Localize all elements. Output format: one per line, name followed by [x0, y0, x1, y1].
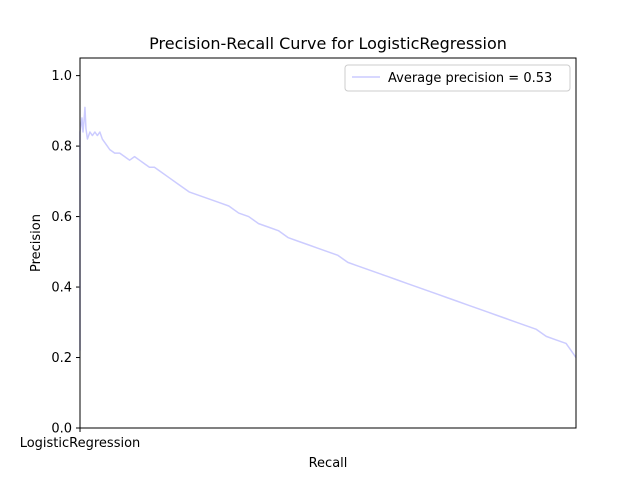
x-axis-label: Recall: [309, 456, 348, 471]
y-tick-label: 0.6: [51, 210, 72, 225]
y-tick-label: 0.8: [51, 140, 72, 155]
plot-area: [80, 58, 576, 428]
y-tick-label: 0.0: [51, 422, 72, 437]
y-tick-label: 1.0: [51, 69, 72, 84]
legend: Average precision = 0.53: [344, 64, 571, 92]
y-tick-label: 0.2: [51, 351, 72, 366]
y-axis-label: Precision: [29, 214, 44, 272]
pr-curve-line: [79, 106, 577, 358]
y-tick-label: 0.4: [51, 281, 72, 296]
chart-title: Precision-Recall Curve for LogisticRegre…: [149, 34, 507, 53]
legend-entry: Average precision = 0.53: [388, 71, 552, 86]
y-axis-ticks: 0.0 0.2 0.4 0.6 0.8 1.0: [51, 69, 80, 437]
series-layer: [79, 106, 577, 358]
x-axis-ticks: LogisticRegression: [20, 428, 141, 451]
x-tick-label: LogisticRegression: [20, 436, 141, 451]
plot-frame: [79, 57, 577, 429]
legend-box: [344, 64, 571, 92]
